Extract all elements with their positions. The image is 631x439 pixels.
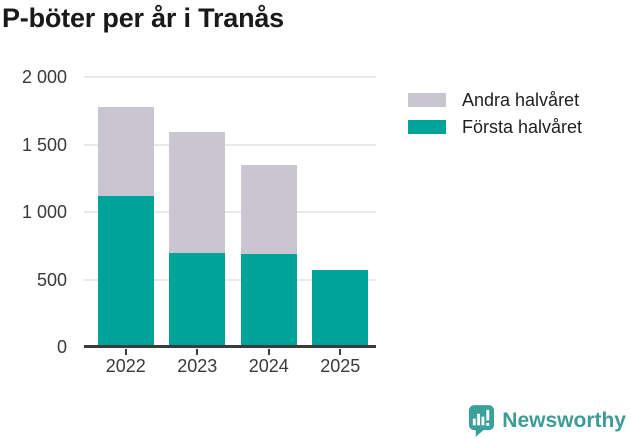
x-tick <box>196 349 199 355</box>
y-tick-label: 1 500 <box>21 134 67 155</box>
y-tick-label: 2 000 <box>21 67 67 87</box>
bar-segment-2022 <box>97 196 154 347</box>
plot-area <box>84 76 376 348</box>
y-tick-label: 500 <box>36 269 67 290</box>
x-axis: 2022 2023 2024 2025 <box>90 347 376 389</box>
gridline <box>84 143 376 146</box>
legend-label: Första halvåret <box>462 116 583 137</box>
legend-swatch <box>408 93 446 107</box>
x-tick <box>267 349 270 355</box>
y-tick-label: 0 <box>56 337 67 357</box>
chart-title: P-böter per år i Tranås <box>2 3 284 33</box>
x-tick-label: 2024 <box>248 356 289 376</box>
legend-label: Andra halvåret <box>462 89 580 110</box>
bar-segment-2023 <box>169 131 226 253</box>
gridline <box>84 76 376 78</box>
gridline <box>84 278 376 281</box>
bar-segment-2025 <box>312 270 369 347</box>
newsworthy-logo-icon <box>469 405 495 437</box>
x-tick <box>339 349 342 355</box>
bar-segment-2022 <box>97 107 154 197</box>
x-tick-label: 2023 <box>177 356 218 376</box>
bar-segment-2024 <box>240 165 297 254</box>
x-tick-label: 2022 <box>105 356 146 376</box>
legend: Andra halvåret Första halvåret <box>408 89 583 137</box>
y-tick-label: 1 000 <box>21 202 67 222</box>
newsworthy-branding[interactable]: Newsworthy <box>468 404 626 437</box>
x-tick-label: 2025 <box>320 356 361 376</box>
x-axis-line <box>84 345 376 348</box>
gridline <box>84 211 376 213</box>
legend-item: Andra halvåret <box>408 89 582 110</box>
newsworthy-logo-text: Newsworthy <box>502 408 626 432</box>
bar-segment-2024 <box>240 253 297 347</box>
legend-item: Första halvåret <box>408 116 583 137</box>
y-axis: 0 500 1 000 1 500 2 000 <box>0 68 67 356</box>
x-tick <box>124 349 127 355</box>
legend-swatch <box>408 120 446 134</box>
bar-segment-2023 <box>169 252 226 347</box>
